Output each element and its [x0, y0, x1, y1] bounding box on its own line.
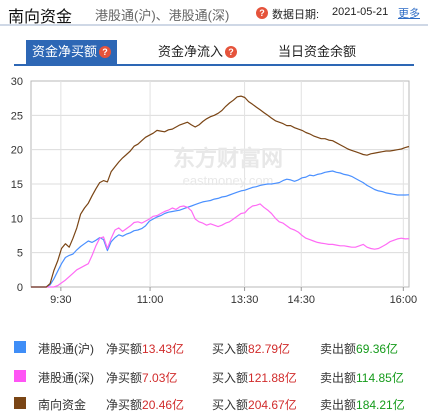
- buy-label: 买入额: [212, 342, 249, 356]
- legend-row-sh: 港股通(沪) 净买额13.43亿 买入额82.79亿 卖出额69.36亿: [0, 338, 428, 358]
- date-value: 2021-05-21: [332, 6, 389, 18]
- net-buy-value: 13.43亿: [142, 342, 185, 356]
- buy-cell: 买入额121.88亿: [212, 369, 297, 386]
- buy-value: 82.79亿: [248, 342, 291, 356]
- buy-cell: 买入额204.67亿: [212, 396, 297, 413]
- y-tick-label: 25: [11, 110, 23, 122]
- x-tick-label: 11:00: [137, 294, 164, 306]
- watermark-subtext: eastmoney.com: [183, 173, 274, 188]
- date-label: 数据日期:: [272, 9, 320, 21]
- tab-daily-balance-label: 当日资金余额: [278, 44, 357, 59]
- y-tick-label: 5: [17, 248, 23, 260]
- net-buy-cell: 净买额7.03亿: [106, 369, 177, 386]
- legend-swatch: [14, 370, 26, 382]
- sell-cell: 卖出额114.85亿: [320, 369, 404, 386]
- sell-label: 卖出额: [320, 342, 357, 356]
- watermark-text: 东方财富网: [173, 146, 283, 172]
- y-tick-label: 30: [11, 76, 23, 88]
- net-buy-value: 7.03亿: [142, 371, 178, 385]
- y-tick-label: 20: [11, 145, 23, 157]
- chart-area: 0 5 10 15 20 25 30 9:30 11:00 13:30 14:30 16:00 东方财富…: [0, 66, 428, 316]
- legend-row-sz: 港股通(深) 净买额7.03亿 买入额121.88亿 卖出额114.85亿: [0, 367, 428, 387]
- help-icon[interactable]: ?: [256, 7, 268, 19]
- x-tick-label: 13:30: [231, 294, 259, 306]
- buy-value: 121.88亿: [248, 371, 297, 385]
- tab-help-icon[interactable]: ?: [99, 46, 112, 58]
- sell-label: 卖出额: [320, 371, 357, 385]
- series-line-0: [31, 170, 410, 288]
- sell-cell: 卖出额184.21亿: [320, 396, 405, 413]
- series-name: 港股通(深): [38, 371, 94, 385]
- net-buy-label: 净买额: [106, 398, 143, 412]
- buy-label: 买入额: [212, 398, 249, 412]
- x-tick-label: 9:30: [50, 294, 71, 306]
- legend-swatch: [14, 397, 26, 409]
- legend-row-south: 南向资金 净买额20.46亿 买入额204.67亿 卖出额184.21亿: [0, 394, 428, 414]
- net-buy-cell: 净买额13.43亿: [106, 340, 184, 357]
- buy-label: 买入额: [212, 371, 249, 385]
- tab-bar: 资金净买额? 资金净流入? 当日资金余额: [14, 40, 414, 64]
- net-buy-cell: 净买额20.46亿: [106, 396, 184, 413]
- series-line-2: [31, 95, 410, 288]
- tab-underline: [14, 64, 414, 66]
- series-line-1: [31, 203, 410, 288]
- sell-value: 184.21亿: [356, 398, 405, 412]
- tab-net-inflow[interactable]: 资金净流入?: [158, 40, 238, 64]
- net-buy-value: 20.46亿: [142, 398, 185, 412]
- y-tick-label: 0: [17, 282, 23, 294]
- x-tick-label: 14:30: [288, 294, 316, 306]
- x-tick-label: 16:00: [390, 294, 418, 306]
- line-chart: 0 5 10 15 20 25 30 9:30 11:00 13:30 14:30 16:00 东方财富…: [11, 76, 418, 306]
- page-title: 南向资金: [8, 9, 73, 26]
- series-name: 南向资金: [38, 398, 87, 412]
- sell-label: 卖出额: [320, 398, 357, 412]
- series-name: 港股通(沪): [38, 342, 94, 356]
- net-buy-label: 净买额: [106, 371, 143, 385]
- tab-net-buy-label: 资金净买额: [32, 44, 98, 59]
- y-tick-label: 15: [11, 179, 23, 191]
- buy-cell: 买入额82.79亿: [212, 340, 290, 357]
- market-subtitle: 港股通(沪)、港股通(深): [95, 8, 230, 23]
- sell-value: 114.85亿: [356, 371, 404, 385]
- sell-cell: 卖出额69.36亿: [320, 340, 398, 357]
- buy-value: 204.67亿: [248, 398, 297, 412]
- header-bar: 南向资金 港股通(沪)、港股通(深) ? 数据日期: 2021-05-21 更多: [0, 0, 428, 26]
- sell-value: 69.36亿: [356, 342, 399, 356]
- more-link[interactable]: 更多: [398, 8, 420, 20]
- tab-net-buy[interactable]: 资金净买额?: [26, 40, 118, 64]
- net-buy-label: 净买额: [106, 342, 143, 356]
- legend-swatch: [14, 341, 26, 353]
- tab-net-inflow-label: 资金净流入: [158, 44, 224, 59]
- tab-daily-balance[interactable]: 当日资金余额: [278, 40, 356, 64]
- y-tick-label: 10: [11, 213, 23, 225]
- tab-help-icon[interactable]: ?: [225, 46, 238, 58]
